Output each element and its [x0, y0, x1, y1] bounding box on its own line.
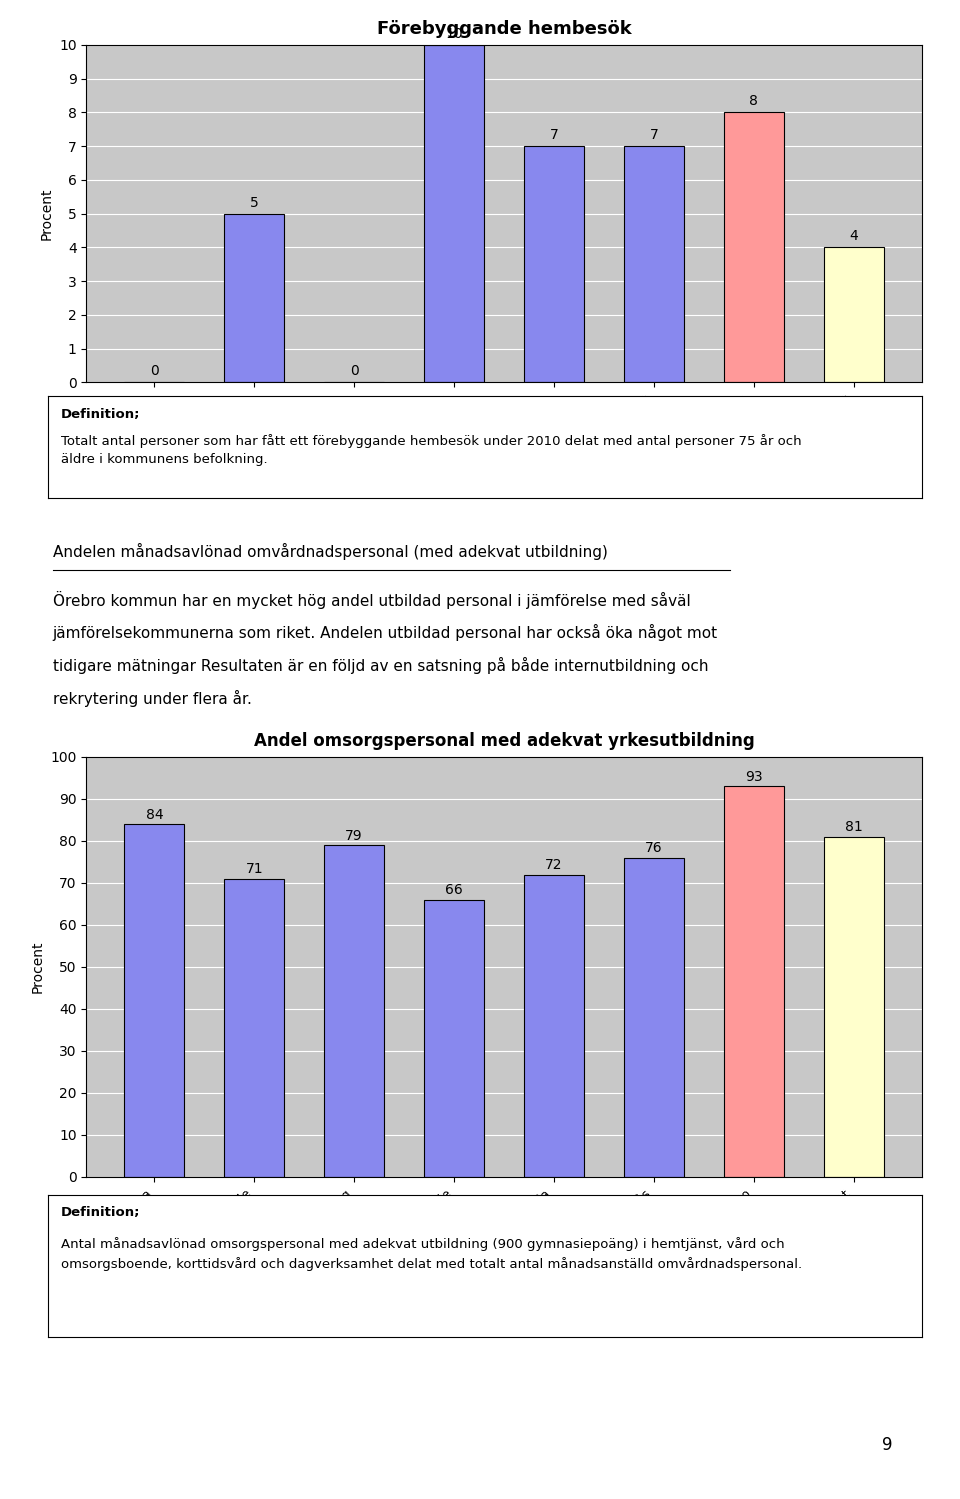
Text: 0: 0: [150, 364, 158, 378]
Title: Andel omsorgspersonal med adekvat yrkesutbildning: Andel omsorgspersonal med adekvat yrkesu…: [253, 732, 755, 750]
Text: 81: 81: [845, 820, 862, 835]
Text: 79: 79: [346, 829, 363, 842]
Text: 9: 9: [882, 1436, 893, 1454]
Text: Antal månadsavlönad omsorgspersonal med adekvat utbildning (900 gymnasiepoäng) i: Antal månadsavlönad omsorgspersonal med …: [61, 1238, 803, 1271]
Bar: [225, 878, 284, 1177]
Text: 66: 66: [445, 883, 463, 898]
Text: 10: 10: [445, 27, 463, 40]
Bar: [624, 857, 684, 1177]
Bar: [324, 845, 384, 1177]
Title: Förebyggande hembesök: Förebyggande hembesök: [376, 19, 632, 37]
Bar: [824, 836, 883, 1177]
Text: 7: 7: [650, 127, 659, 142]
Text: jämförelsekommunerna som riket. Andelen utbildad personal har också öka något mo: jämförelsekommunerna som riket. Andelen …: [53, 624, 718, 640]
Bar: [225, 214, 284, 382]
Bar: [524, 147, 584, 382]
Text: 76: 76: [645, 841, 662, 856]
Bar: [724, 787, 783, 1177]
Bar: [424, 899, 484, 1177]
Bar: [125, 824, 184, 1177]
Text: 71: 71: [246, 862, 263, 877]
Text: 8: 8: [750, 94, 758, 108]
Text: 5: 5: [250, 195, 258, 210]
Text: 4: 4: [850, 229, 858, 243]
Bar: [624, 147, 684, 382]
Text: 84: 84: [146, 808, 163, 821]
Text: Definition;: Definition;: [61, 408, 140, 421]
Text: 7: 7: [549, 127, 559, 142]
Y-axis label: Procent: Procent: [39, 187, 54, 240]
Text: Örebro kommun har en mycket hög andel utbildad personal i jämförelse med såväl: Örebro kommun har en mycket hög andel ut…: [53, 591, 690, 609]
Bar: [824, 247, 883, 382]
Text: tidigare mätningar Resultaten är en följd av en satsning på både internutbildnin: tidigare mätningar Resultaten är en följ…: [53, 657, 708, 673]
Text: Andelen månadsavlönad omvårdnadspersonal (med adekvat utbildning): Andelen månadsavlönad omvårdnadspersonal…: [53, 543, 608, 559]
Bar: [524, 874, 584, 1177]
Text: Definition;: Definition;: [61, 1207, 140, 1219]
Text: rekrytering under flera år.: rekrytering under flera år.: [53, 690, 252, 706]
Text: 93: 93: [745, 770, 762, 784]
Bar: [724, 112, 783, 382]
Y-axis label: Procent: Procent: [31, 940, 45, 994]
Text: 0: 0: [349, 364, 358, 378]
Text: 72: 72: [545, 857, 563, 872]
Text: Totalt antal personer som har fått ett förebyggande hembesök under 2010 delat me: Totalt antal personer som har fått ett f…: [61, 435, 802, 466]
Bar: [424, 45, 484, 382]
